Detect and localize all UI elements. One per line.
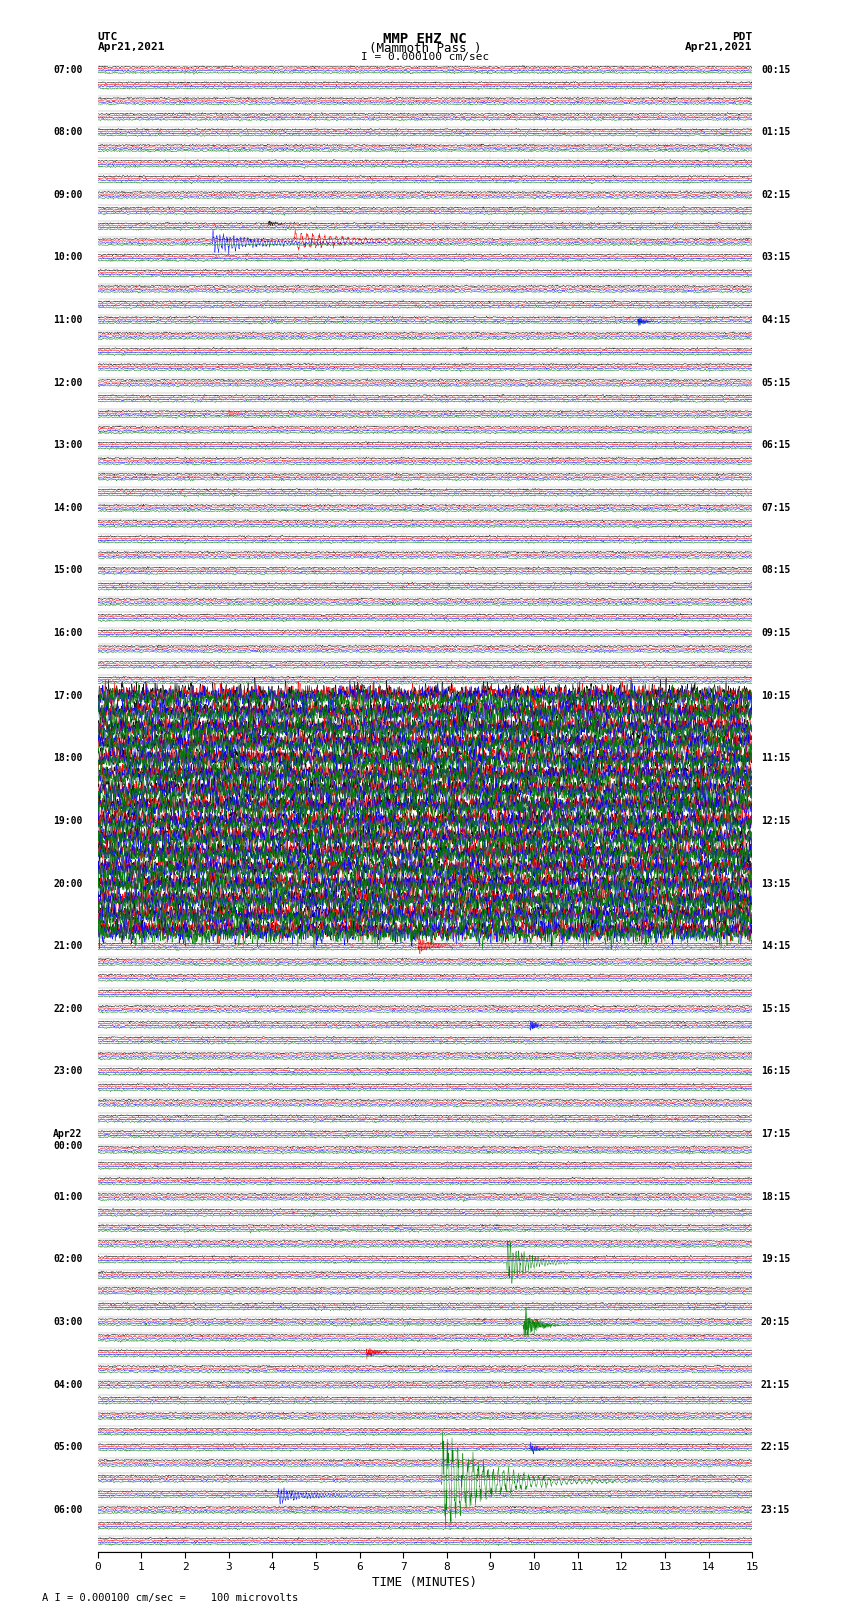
Text: 08:00: 08:00 — [53, 127, 82, 137]
Text: 13:00: 13:00 — [53, 440, 82, 450]
Text: Apr21,2021: Apr21,2021 — [98, 42, 165, 52]
Text: 06:00: 06:00 — [53, 1505, 82, 1515]
Text: 07:15: 07:15 — [761, 503, 790, 513]
Text: 19:00: 19:00 — [53, 816, 82, 826]
Text: 23:15: 23:15 — [761, 1505, 790, 1515]
Text: 20:00: 20:00 — [53, 879, 82, 889]
Text: 18:15: 18:15 — [761, 1192, 790, 1202]
Text: (Mammoth Pass ): (Mammoth Pass ) — [369, 42, 481, 55]
Text: A I = 0.000100 cm/sec =    100 microvolts: A I = 0.000100 cm/sec = 100 microvolts — [42, 1594, 298, 1603]
Text: 16:00: 16:00 — [53, 627, 82, 639]
Text: 14:00: 14:00 — [53, 503, 82, 513]
Text: 22:15: 22:15 — [761, 1442, 790, 1452]
Text: 01:00: 01:00 — [53, 1192, 82, 1202]
Text: 07:00: 07:00 — [53, 65, 82, 74]
Text: 04:00: 04:00 — [53, 1379, 82, 1389]
Text: I = 0.000100 cm/sec: I = 0.000100 cm/sec — [361, 52, 489, 61]
Text: 17:00: 17:00 — [53, 690, 82, 700]
Text: 18:00: 18:00 — [53, 753, 82, 763]
Text: 21:00: 21:00 — [53, 940, 82, 952]
Text: 09:00: 09:00 — [53, 190, 82, 200]
Text: 05:15: 05:15 — [761, 377, 790, 387]
Text: UTC: UTC — [98, 32, 118, 42]
Text: 21:15: 21:15 — [761, 1379, 790, 1389]
X-axis label: TIME (MINUTES): TIME (MINUTES) — [372, 1576, 478, 1589]
Text: 14:15: 14:15 — [761, 940, 790, 952]
Text: 00:15: 00:15 — [761, 65, 790, 74]
Text: 03:15: 03:15 — [761, 252, 790, 263]
Text: 03:00: 03:00 — [53, 1316, 82, 1327]
Text: 02:00: 02:00 — [53, 1255, 82, 1265]
Text: Apr22
00:00: Apr22 00:00 — [53, 1129, 82, 1150]
Text: 19:15: 19:15 — [761, 1255, 790, 1265]
Text: 04:15: 04:15 — [761, 315, 790, 324]
Text: 11:15: 11:15 — [761, 753, 790, 763]
Text: Apr21,2021: Apr21,2021 — [685, 42, 752, 52]
Text: 16:15: 16:15 — [761, 1066, 790, 1076]
Text: 01:15: 01:15 — [761, 127, 790, 137]
Text: 12:00: 12:00 — [53, 377, 82, 387]
Text: PDT: PDT — [732, 32, 752, 42]
Text: 23:00: 23:00 — [53, 1066, 82, 1076]
Text: 15:00: 15:00 — [53, 566, 82, 576]
Text: 15:15: 15:15 — [761, 1003, 790, 1015]
Text: 09:15: 09:15 — [761, 627, 790, 639]
Text: MMP EHZ NC: MMP EHZ NC — [383, 32, 467, 47]
Text: 22:00: 22:00 — [53, 1003, 82, 1015]
Text: 13:15: 13:15 — [761, 879, 790, 889]
Text: 05:00: 05:00 — [53, 1442, 82, 1452]
Text: 10:00: 10:00 — [53, 252, 82, 263]
Text: 02:15: 02:15 — [761, 190, 790, 200]
Text: 12:15: 12:15 — [761, 816, 790, 826]
Text: 11:00: 11:00 — [53, 315, 82, 324]
Text: 08:15: 08:15 — [761, 566, 790, 576]
Text: 06:15: 06:15 — [761, 440, 790, 450]
Text: 20:15: 20:15 — [761, 1316, 790, 1327]
Text: 10:15: 10:15 — [761, 690, 790, 700]
Text: 17:15: 17:15 — [761, 1129, 790, 1139]
